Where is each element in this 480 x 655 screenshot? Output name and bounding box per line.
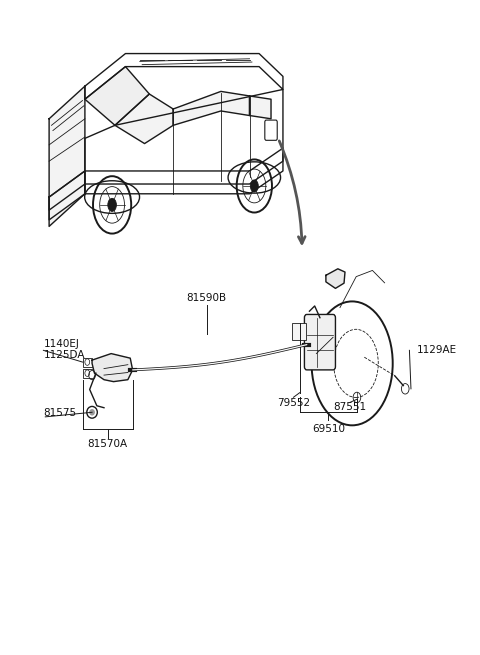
Text: 1125DA: 1125DA <box>43 350 85 360</box>
Polygon shape <box>85 67 149 125</box>
Polygon shape <box>173 92 250 125</box>
Text: 81590B: 81590B <box>187 293 227 303</box>
Text: 1129AE: 1129AE <box>417 345 456 355</box>
Ellipse shape <box>89 409 95 415</box>
Polygon shape <box>250 96 271 119</box>
Ellipse shape <box>108 198 116 212</box>
Text: 81570A: 81570A <box>87 439 128 449</box>
FancyBboxPatch shape <box>292 324 306 340</box>
Polygon shape <box>92 354 132 382</box>
Text: 1140EJ: 1140EJ <box>43 339 79 349</box>
Text: 87551: 87551 <box>333 402 366 412</box>
Polygon shape <box>115 94 173 143</box>
Text: 81575: 81575 <box>43 407 76 417</box>
Polygon shape <box>326 269 345 288</box>
FancyBboxPatch shape <box>265 120 277 140</box>
Text: 79552: 79552 <box>277 398 310 407</box>
FancyBboxPatch shape <box>304 314 336 370</box>
Ellipse shape <box>251 180 258 192</box>
Polygon shape <box>49 86 85 227</box>
Text: 69510: 69510 <box>312 424 345 434</box>
